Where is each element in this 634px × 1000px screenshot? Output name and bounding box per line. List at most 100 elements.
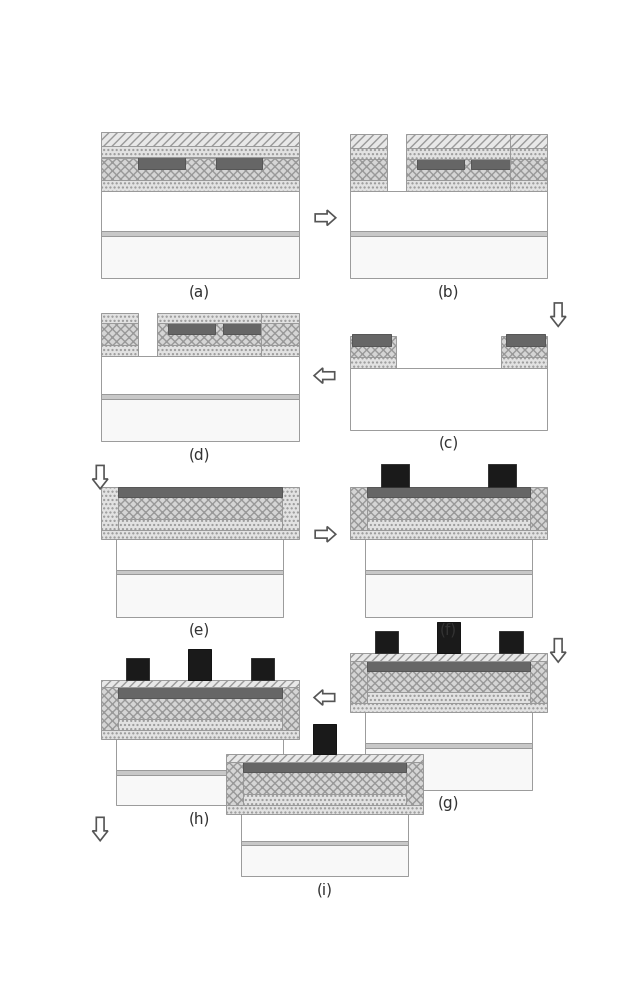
Bar <box>243 772 406 794</box>
Bar <box>375 631 398 653</box>
Bar <box>417 157 463 169</box>
Bar <box>101 394 299 399</box>
Bar <box>365 570 532 574</box>
Bar <box>241 841 408 845</box>
Bar <box>510 148 547 158</box>
Bar <box>350 703 547 712</box>
Bar <box>406 762 424 805</box>
Bar <box>261 323 299 345</box>
Bar <box>281 487 299 530</box>
Polygon shape <box>93 465 108 489</box>
Bar <box>101 323 138 345</box>
Bar <box>367 671 530 692</box>
Bar <box>367 497 530 519</box>
Bar <box>472 157 518 169</box>
Bar <box>530 661 547 703</box>
Text: (f): (f) <box>440 623 457 638</box>
Bar <box>101 132 299 146</box>
Bar <box>101 180 299 191</box>
Bar <box>350 487 367 530</box>
Bar <box>138 157 184 169</box>
Bar <box>488 464 516 487</box>
Bar <box>101 530 299 539</box>
Bar <box>241 814 408 841</box>
Polygon shape <box>315 210 336 225</box>
Bar <box>365 712 532 743</box>
Bar <box>350 357 396 368</box>
Polygon shape <box>550 639 566 662</box>
Bar <box>243 794 406 805</box>
Bar <box>117 539 283 570</box>
Text: (e): (e) <box>189 623 210 638</box>
Bar <box>367 692 530 703</box>
Bar <box>117 739 283 770</box>
Bar <box>406 180 529 191</box>
Bar <box>117 570 283 574</box>
Bar <box>118 698 281 719</box>
Text: (i): (i) <box>316 882 333 897</box>
Bar <box>350 180 387 191</box>
Bar <box>350 134 387 148</box>
Text: (h): (h) <box>189 811 210 826</box>
Bar <box>510 158 547 180</box>
Bar <box>243 762 406 772</box>
Bar <box>350 653 547 661</box>
Bar <box>117 774 283 805</box>
Bar <box>381 464 409 487</box>
Bar <box>118 497 281 519</box>
Bar <box>216 157 262 169</box>
Bar <box>261 345 299 356</box>
Bar <box>406 148 529 158</box>
Bar <box>313 724 336 754</box>
Bar <box>350 235 547 278</box>
Bar <box>118 487 281 497</box>
Bar <box>101 730 299 739</box>
Bar <box>223 322 269 334</box>
Bar <box>226 762 243 805</box>
Bar <box>188 649 211 680</box>
Bar <box>510 180 547 191</box>
Bar <box>507 334 545 346</box>
Bar <box>126 658 149 680</box>
Bar <box>101 399 299 441</box>
Bar <box>437 622 460 653</box>
Polygon shape <box>314 368 335 383</box>
Bar <box>157 345 280 356</box>
Bar <box>241 845 408 876</box>
Text: (d): (d) <box>189 447 210 462</box>
Text: (a): (a) <box>189 284 210 299</box>
Bar <box>117 574 283 617</box>
Bar <box>365 539 532 570</box>
Bar <box>501 357 547 368</box>
Bar <box>157 323 280 345</box>
Bar <box>169 322 215 334</box>
Bar <box>501 336 547 357</box>
Polygon shape <box>314 690 335 705</box>
Bar <box>118 687 281 698</box>
Bar <box>406 158 529 180</box>
Bar <box>350 191 547 231</box>
Bar <box>250 658 274 680</box>
Polygon shape <box>315 527 336 542</box>
Bar <box>365 748 532 790</box>
Bar <box>350 336 396 357</box>
Bar <box>350 368 547 430</box>
Bar <box>101 191 299 231</box>
Bar <box>350 231 547 235</box>
Bar <box>510 134 547 148</box>
Bar <box>101 312 138 323</box>
Bar <box>226 805 424 814</box>
Bar <box>406 134 529 148</box>
Polygon shape <box>550 303 566 326</box>
Polygon shape <box>93 817 108 841</box>
Bar <box>261 312 299 323</box>
Bar <box>101 680 299 687</box>
Bar <box>367 661 530 671</box>
Bar <box>350 148 387 158</box>
Bar <box>530 487 547 530</box>
Bar <box>281 680 299 730</box>
Bar <box>118 519 281 530</box>
Bar <box>367 519 530 530</box>
Bar <box>101 146 299 157</box>
Bar <box>350 661 367 703</box>
